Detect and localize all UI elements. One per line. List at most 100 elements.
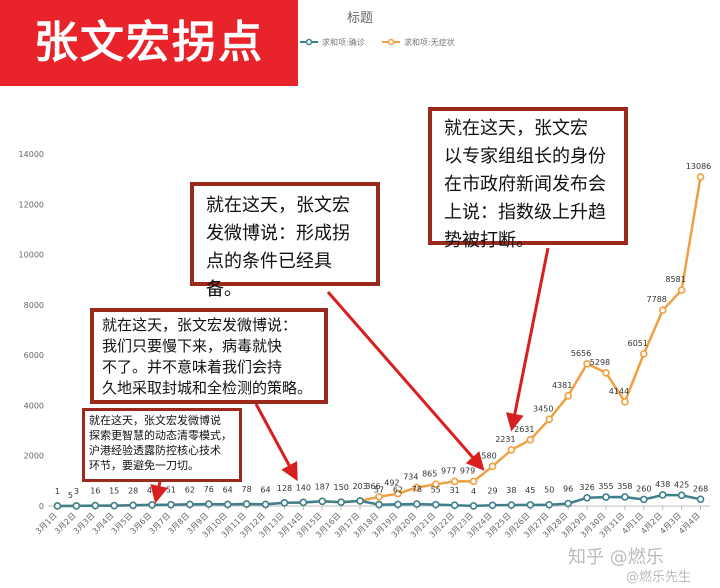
- data-point-confirmed: [223, 500, 232, 509]
- y-tick-label: 6000: [24, 351, 44, 360]
- data-label-confirmed: 38: [506, 486, 516, 495]
- data-label-confirmed: 31: [450, 486, 460, 495]
- y-tick-label: 10000: [19, 251, 44, 260]
- data-point-confirmed: [356, 497, 364, 505]
- data-label-confirmed: 16: [90, 487, 100, 496]
- data-label-asymptomatic: 13086: [686, 162, 711, 171]
- callout-mar-14: 就在这天，张文宏发微博说： 我们只要慢下来，病毒就快 不了。并不意味着我们会持 …: [90, 308, 328, 404]
- data-label-confirmed: 57: [374, 486, 384, 495]
- data-point-confirmed: [91, 501, 100, 510]
- data-label-confirmed: 50: [544, 486, 554, 495]
- data-point-asymptomatic: [394, 489, 402, 498]
- data-point-confirmed: [450, 501, 459, 510]
- data-label-confirmed: 438: [655, 480, 670, 489]
- arrows: [150, 247, 550, 504]
- data-point-confirmed: [658, 491, 667, 499]
- data-label-confirmed: 187: [315, 482, 330, 491]
- data-label-confirmed: 62: [393, 485, 403, 494]
- y-axis: 0 2000 4000 6000 8000 10000 12000 14000: [19, 150, 44, 511]
- data-label-asymptomatic: 5656: [571, 349, 591, 358]
- data-label-confirmed: 76: [204, 485, 214, 494]
- data-label-confirmed: 64: [260, 485, 270, 494]
- data-label-confirmed: 150: [334, 483, 349, 492]
- data-label-asymptomatic: 3450: [533, 404, 553, 413]
- data-label-confirmed: 3: [74, 487, 79, 496]
- data-label-confirmed: 45: [525, 486, 535, 495]
- data-label-confirmed: 55: [431, 486, 441, 495]
- data-point-confirmed: [167, 500, 175, 509]
- data-point-asymptomatic: [450, 477, 459, 486]
- data-point-confirmed: [639, 495, 648, 504]
- data-label-confirmed: 15: [109, 487, 119, 496]
- watermark-2: @燃乐先生: [626, 570, 692, 585]
- data-label-asymptomatic: 1580: [476, 451, 496, 460]
- data-point-confirmed: [413, 500, 421, 508]
- data-point-asymptomatic: [639, 350, 648, 358]
- data-point-confirmed: [526, 501, 535, 509]
- arrow-1: [150, 481, 168, 504]
- data-point-asymptomatic: [696, 173, 705, 181]
- y-tick-label: 12000: [19, 200, 44, 209]
- data-point-asymptomatic: [431, 480, 440, 489]
- data-point-asymptomatic: [488, 462, 497, 471]
- data-label-asymptomatic: 4144: [609, 387, 629, 396]
- data-point-confirmed: [53, 502, 62, 510]
- data-label-asymptomatic: 366: [365, 482, 380, 491]
- data-label-asymptomatic: 979: [460, 466, 475, 475]
- data-point-confirmed: [394, 500, 402, 509]
- data-point-confirmed: [507, 501, 516, 509]
- data-point-confirmed: [129, 501, 137, 510]
- data-label-confirmed: 28: [128, 486, 138, 495]
- data-point-confirmed: [242, 500, 251, 508]
- data-label-confirmed: 29: [487, 486, 497, 495]
- y-tick-label: 4000: [24, 401, 44, 410]
- data-label-asymptomatic: 492: [384, 479, 399, 488]
- data-label-confirmed: 358: [617, 482, 632, 491]
- data-point-asymptomatic: [602, 368, 610, 377]
- y-tick-label: 2000: [24, 452, 44, 461]
- y-tick-label: 0: [39, 502, 44, 511]
- data-label-confirmed: 1: [55, 487, 60, 496]
- data-label-asymptomatic: 7788: [647, 295, 667, 304]
- data-point-asymptomatic: [621, 398, 629, 406]
- data-point-asymptomatic: [413, 483, 421, 492]
- data-label-asymptomatic: 5: [68, 491, 73, 500]
- data-point-confirmed: [545, 500, 554, 509]
- data-label-asymptomatic: 8581: [665, 275, 685, 284]
- data-label-confirmed: 140: [296, 483, 311, 492]
- data-label-confirmed: 64: [223, 485, 233, 494]
- data-point-confirmed: [677, 491, 686, 500]
- series-layer: [53, 173, 705, 510]
- data-point-confirmed: [148, 501, 156, 509]
- legend: 求和项:确诊 求和项:无症状: [300, 37, 455, 47]
- legend-entry-confirmed: 求和项:确诊: [322, 37, 365, 47]
- data-label-confirmed: 4: [471, 487, 476, 496]
- data-label-confirmed: 128: [277, 484, 292, 493]
- chart-title: 标题: [347, 11, 373, 26]
- data-point-confirmed: [469, 502, 478, 510]
- callout-mar-07: 就在这天，张文宏发微博说 探索更智慧的动态清零模式， 沪港经验透露防控核心技术 …: [82, 408, 242, 482]
- data-point-confirmed: [621, 493, 629, 501]
- data-point-asymptomatic: [658, 306, 667, 314]
- title-banner: 张文宏拐点: [0, 0, 298, 86]
- data-point-confirmed: [299, 498, 308, 507]
- data-label-confirmed: 78: [242, 485, 252, 494]
- data-point-confirmed: [186, 500, 194, 509]
- data-label-asymptomatic: 734: [403, 473, 418, 482]
- data-point-confirmed: [337, 498, 345, 507]
- x-axis: 3月1日3月2日3月3日3月4日3月5日3月6日3月7日3月8日3月9日3月10…: [34, 505, 710, 540]
- data-label-confirmed: 203: [352, 482, 367, 491]
- data-label-confirmed: 326: [579, 483, 594, 492]
- data-labels: 1 3 16 15 28 45 51 62 76 64 78 64 128 140 187 150 203 57 6…: [55, 162, 711, 500]
- data-label-confirmed: 355: [598, 482, 613, 491]
- data-point-asymptomatic: [564, 392, 572, 400]
- callout-mar-24: 就在这天，张文宏 发微博说：形成拐 点的条件已经具备。: [190, 182, 380, 300]
- y-tick-label: 14000: [19, 150, 44, 159]
- legend-entry-asymptomatic: 求和项:无症状: [404, 37, 455, 47]
- data-label-asymptomatic: 2231: [495, 435, 515, 444]
- data-point-asymptomatic: [583, 359, 591, 368]
- data-point-confirmed: [602, 493, 610, 501]
- data-label-asymptomatic: 2631: [514, 425, 534, 434]
- data-point-asymptomatic: [526, 436, 535, 444]
